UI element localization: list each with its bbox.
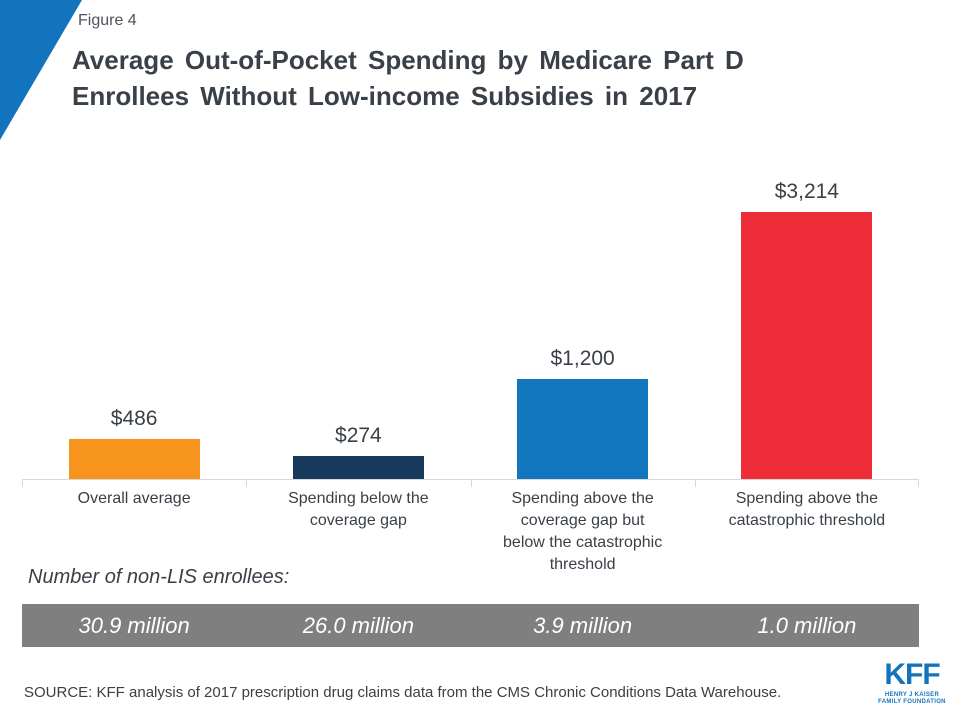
category-label-above-gap-below-threshold: Spending above the coverage gap but below … [503, 490, 663, 573]
bar-group-overall-average: $486 [22, 172, 246, 479]
axis-tick [694, 480, 696, 487]
bar-overall-average [68, 439, 200, 479]
bar-above-gap-below-threshold [517, 379, 649, 479]
axis-tick [918, 480, 919, 487]
bar-above-catastrophic-threshold [741, 212, 873, 479]
bar-value-label: $274 [335, 424, 382, 447]
enrollee-count: 3.9 million [533, 612, 633, 638]
bar-below-coverage-gap [292, 456, 424, 479]
corner-accent-triangle [0, 0, 82, 140]
axis-tick [22, 480, 23, 487]
axis-tick [246, 480, 248, 487]
category-label-overall-average: Overall average [77, 490, 191, 507]
bar-group-above-catastrophic-threshold: $3,214 [695, 172, 919, 479]
enrollee-count: 1.0 million [757, 612, 857, 638]
category-label-below-coverage-gap: Spending below the coverage gap [288, 490, 429, 529]
kff-logo: KFF HENRY J KAISER FAMILY FOUNDATION [876, 659, 948, 706]
axis-tick [470, 480, 472, 487]
kff-logo-subtext: HENRY J KAISER FAMILY FOUNDATION [878, 692, 946, 705]
bar-group-below-coverage-gap: $274 [246, 172, 470, 479]
page-title: Average Out-of-Pocket Spending by Medica… [72, 45, 744, 111]
enrollee-count: 30.9 million [78, 612, 190, 638]
bar-value-label: $1,200 [550, 347, 615, 370]
enrollees-caption: Number of non-LIS enrollees: [28, 566, 290, 588]
figure-label: Figure 4 [78, 12, 137, 29]
category-label-above-catastrophic-threshold: Spending above the catastrophic threshold [728, 490, 886, 529]
category-axis-labels: Overall average Spending below the covera… [22, 488, 919, 576]
bar-chart: $486 $274 $1,200 $3,214 [22, 172, 919, 479]
x-axis-line [22, 479, 919, 487]
enrollees-band: 30.9 million 26.0 million 3.9 million 1.… [22, 604, 919, 647]
kff-logo-text: KFF [884, 658, 940, 691]
source-note: SOURCE: KFF analysis of 2017 prescriptio… [24, 684, 782, 701]
bar-value-label: $486 [110, 407, 158, 430]
bar-value-label: $3,214 [774, 180, 839, 203]
enrollee-count: 26.0 million [302, 612, 415, 638]
bar-group-above-gap-below-threshold: $1,200 [471, 172, 695, 479]
